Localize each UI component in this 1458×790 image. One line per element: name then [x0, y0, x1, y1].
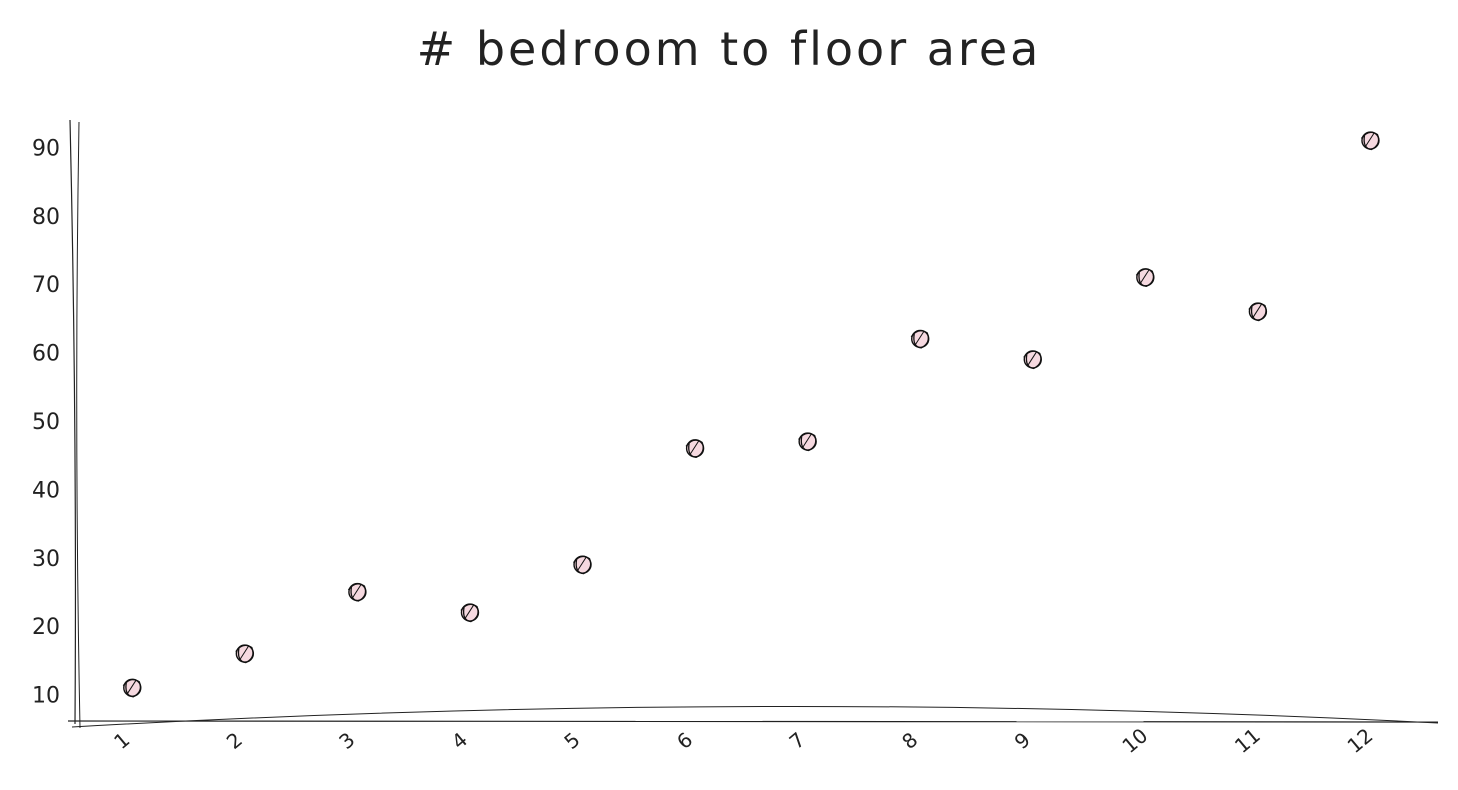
- y-tick-label: 30: [32, 547, 60, 572]
- x-axis-line-stroke2: [71, 705, 1439, 728]
- data-points: [122, 131, 1380, 698]
- x-axis-line: [67, 720, 1439, 723]
- data-point: [1248, 302, 1268, 322]
- y-tick-labels: 10 20 30 40 50 60 70 80 90: [32, 136, 60, 708]
- x-tick-label: 12: [1343, 723, 1378, 758]
- data-point: [1135, 268, 1155, 288]
- x-tick-label: 8: [897, 727, 922, 754]
- data-point: [347, 582, 367, 602]
- chart-title: # bedroom to floor area: [416, 22, 1042, 76]
- data-point: [572, 555, 592, 575]
- axes: [67, 119, 1439, 729]
- data-point: [798, 432, 817, 452]
- data-point: [460, 603, 480, 623]
- y-axis-line: [69, 119, 77, 725]
- y-tick-label: 90: [32, 136, 60, 161]
- data-point: [1360, 131, 1380, 151]
- data-point: [910, 329, 930, 349]
- y-axis-line-stroke2: [76, 121, 81, 729]
- y-tick-label: 40: [32, 478, 60, 503]
- data-point: [235, 644, 255, 664]
- x-tick-label: 7: [785, 727, 810, 754]
- data-point: [1023, 350, 1042, 370]
- y-tick-label: 20: [32, 615, 60, 640]
- y-tick-label: 80: [32, 205, 60, 230]
- x-tick-label: 1: [109, 727, 134, 754]
- x-tick-label: 6: [672, 727, 697, 754]
- data-point: [685, 439, 705, 459]
- x-tick-label: 10: [1117, 723, 1152, 758]
- y-tick-label: 50: [32, 410, 60, 435]
- x-tick-label: 5: [559, 727, 584, 754]
- x-tick-label: 9: [1010, 727, 1035, 754]
- y-tick-label: 70: [32, 273, 60, 298]
- y-tick-label: 60: [32, 342, 60, 367]
- x-tick-label: 11: [1230, 723, 1265, 758]
- x-tick-label: 3: [334, 727, 359, 754]
- x-tick-label: 2: [222, 727, 247, 754]
- x-tick-labels: 1 2 3 4 5 6 7 8 9 10 11 12: [109, 723, 1377, 758]
- x-tick-label: 4: [447, 727, 472, 754]
- data-point: [122, 678, 142, 698]
- y-tick-label: 10: [32, 684, 60, 709]
